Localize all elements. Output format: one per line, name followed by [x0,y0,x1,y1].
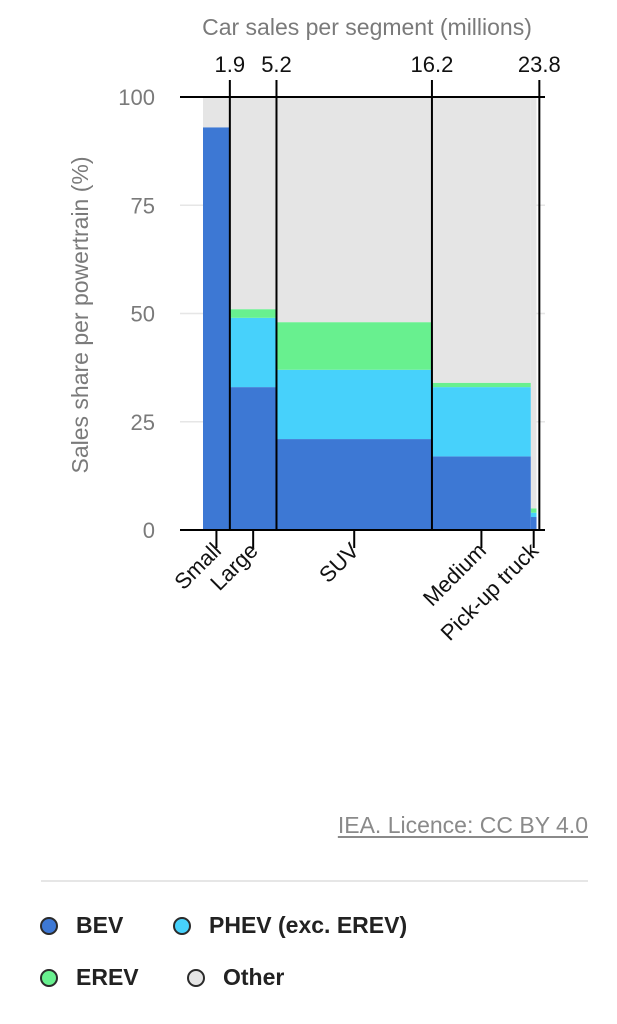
divider [41,880,588,882]
credit-link[interactable]: IEA. Licence: CC BY 4.0 [337,812,588,838]
legend-label-bev: BEV [76,912,124,938]
y-tick-label: 25 [131,410,155,435]
bar-segment-pick-up-truck-bev [530,517,537,530]
bar-segment-large-bev [229,387,277,530]
bar-segment-small-bev [203,127,230,530]
top-tick-label: 16.2 [411,52,454,77]
bar-segment-suv-phev [276,369,432,440]
bar-segment-pick-up-truck-other [530,97,537,509]
marimekko-chart: Car sales per segment (millions) Sales s… [67,14,561,645]
legend-label-phev: PHEV (exc. EREV) [209,912,408,938]
legend-item-phev[interactable]: PHEV (exc. EREV) [173,912,407,939]
bar-segment-suv-other [276,97,432,323]
top-tick-label: 5.2 [261,52,292,77]
legend-swatch-phev [173,916,191,935]
bar-segment-medium-bev [431,456,531,530]
legend-swatch-other [187,968,205,987]
bar-segment-pick-up-truck-phev [530,512,537,518]
legend-item-bev[interactable]: BEV [40,912,123,939]
chart-title: Car sales per segment (millions) [202,14,532,40]
legend-swatch-erev [40,968,58,987]
legend-label-erev: EREV [76,964,139,990]
top-tick-label: 23.8 [518,52,561,77]
segment-bars [203,97,537,530]
axes [180,80,545,548]
bar-segment-pick-up-truck-erev [530,508,537,513]
bar-segment-medium-erev [431,382,531,388]
bar-segment-suv-bev [276,439,432,530]
category-label: SUV [314,538,364,588]
legend-label-other: Other [223,964,285,990]
bar-segment-medium-phev [431,387,531,457]
top-cumulative-ticks: 1.9 5.2 16.2 23.8 [215,52,561,77]
bar-segment-medium-other [431,97,531,383]
y-axis-label: Sales share per powertrain (%) [67,156,93,473]
legend-item-other[interactable]: Other [187,964,284,991]
bar-segment-large-other [229,97,277,310]
y-tick-labels: 0 25 50 75 100 [118,85,155,543]
bar-segment-large-erev [229,309,277,318]
bar-segment-suv-erev [276,322,432,370]
bar-segment-small-other [203,97,230,128]
top-tick-label: 1.9 [215,52,246,77]
y-tick-label: 0 [143,518,155,543]
y-tick-label: 100 [118,85,155,110]
y-tick-label: 50 [131,302,155,327]
y-tick-label: 75 [131,193,155,218]
legend-item-erev[interactable]: EREV [40,964,139,991]
bar-segment-large-phev [229,317,277,388]
legend-swatch-bev [40,916,58,935]
